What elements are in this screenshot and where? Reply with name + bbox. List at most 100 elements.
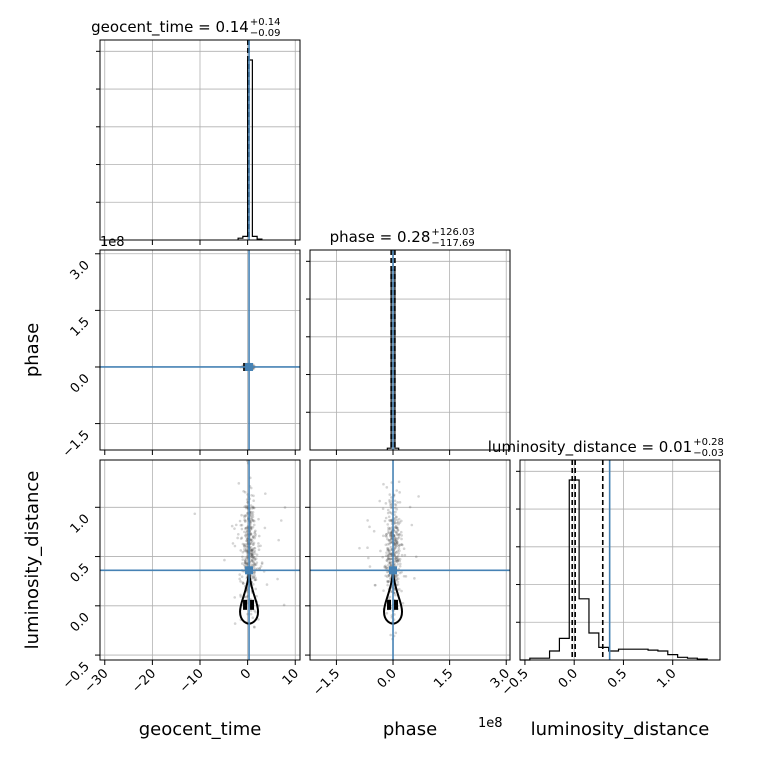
sample-point	[245, 548, 248, 552]
sample-point	[383, 566, 387, 569]
sample-point	[388, 542, 391, 546]
sample-point	[250, 548, 254, 552]
sample-point	[388, 552, 392, 556]
sample-point	[385, 612, 389, 615]
sample-point	[250, 555, 253, 558]
sample-point	[249, 552, 253, 556]
sample-point	[239, 580, 242, 583]
sample-point	[277, 538, 280, 542]
xtick-label-luminosity_distance: 0.0	[556, 666, 581, 691]
sample-point	[253, 578, 257, 582]
sample-point	[398, 549, 401, 553]
sample-point	[254, 529, 257, 533]
sample-point	[283, 506, 287, 509]
sample-point	[398, 588, 401, 591]
ytick-label-phase: 3.0	[68, 258, 93, 283]
sample-point	[245, 542, 249, 546]
sample-point	[244, 514, 248, 517]
title-plus-geocent_time: +0.14	[250, 17, 281, 28]
sample-point	[244, 514, 247, 518]
sample-point	[381, 555, 384, 559]
sample-point	[395, 556, 398, 560]
truth-marker	[389, 566, 398, 575]
sample-point	[245, 557, 248, 561]
sample-point	[242, 514, 246, 518]
sample-point	[388, 595, 392, 599]
sample-point	[379, 549, 382, 553]
sample-point	[241, 581, 245, 584]
sample-point	[249, 532, 253, 536]
sample-point	[256, 567, 259, 571]
sample-point	[233, 622, 237, 625]
sample-point	[393, 537, 397, 541]
sample-point	[395, 542, 398, 546]
sample-point	[384, 534, 388, 538]
sample-point	[394, 631, 398, 635]
sample-point	[386, 549, 390, 552]
sample-point	[245, 498, 249, 501]
xtick-label-luminosity_distance: 0.5	[605, 666, 630, 691]
sample-point	[250, 559, 254, 563]
sample-point	[250, 559, 253, 562]
sample-point	[389, 533, 392, 537]
sample-point	[393, 526, 397, 530]
xtick-label-geocent_time: 0	[238, 666, 254, 682]
sample-point	[249, 549, 253, 552]
sample-point	[400, 543, 403, 546]
sample-point	[389, 535, 392, 538]
sample-point	[389, 541, 393, 545]
sample-point	[396, 583, 400, 586]
sample-point	[249, 609, 253, 612]
xaxis-label-geocent_time: geocent_time	[139, 719, 262, 740]
sample-point	[244, 504, 248, 508]
sample-point	[397, 558, 400, 562]
sample-point	[395, 531, 398, 534]
sample-point	[252, 561, 256, 564]
sample-point	[393, 543, 397, 547]
sample-point	[396, 562, 400, 566]
histogram-luminosity_distance	[520, 479, 708, 661]
sample-point	[250, 549, 253, 552]
sample-point	[389, 537, 393, 540]
sample-point	[244, 561, 247, 565]
sample-point	[240, 513, 243, 517]
sample-point	[253, 530, 257, 534]
sample-point	[244, 526, 248, 530]
sample-point	[394, 539, 398, 543]
sample-point	[240, 575, 244, 579]
sample-point	[250, 517, 254, 521]
sample-point	[252, 575, 255, 578]
sample-point	[249, 532, 252, 536]
sample-point	[252, 499, 255, 503]
sample-point	[257, 517, 260, 521]
sample-point	[395, 540, 399, 543]
sample-point	[242, 543, 246, 547]
histogram-geocent_time	[237, 59, 263, 240]
sample-point	[389, 552, 393, 556]
sample-point	[395, 558, 398, 561]
sample-point	[394, 560, 398, 563]
sample-point	[381, 534, 385, 538]
sample-point	[251, 558, 254, 561]
sample-point	[398, 557, 402, 561]
sample-point	[260, 562, 264, 566]
sample-point	[251, 556, 255, 560]
sample-point	[387, 515, 391, 519]
sample-point	[234, 523, 238, 527]
sample-point	[395, 526, 399, 530]
sample-point	[397, 480, 401, 484]
sample-point	[399, 530, 403, 534]
sample-point	[257, 618, 260, 621]
sample-point	[395, 544, 398, 548]
sample-point	[249, 504, 253, 507]
sample-point	[389, 540, 393, 544]
sample-point	[386, 523, 390, 526]
sample-point	[390, 563, 393, 567]
sample-point	[388, 539, 392, 542]
sample-point	[389, 502, 392, 506]
xtick-label-geocent_time: 10	[280, 666, 302, 688]
sample-point	[390, 537, 393, 541]
sample-point	[243, 516, 246, 519]
sample-point	[388, 541, 392, 545]
density-peak	[243, 599, 248, 610]
